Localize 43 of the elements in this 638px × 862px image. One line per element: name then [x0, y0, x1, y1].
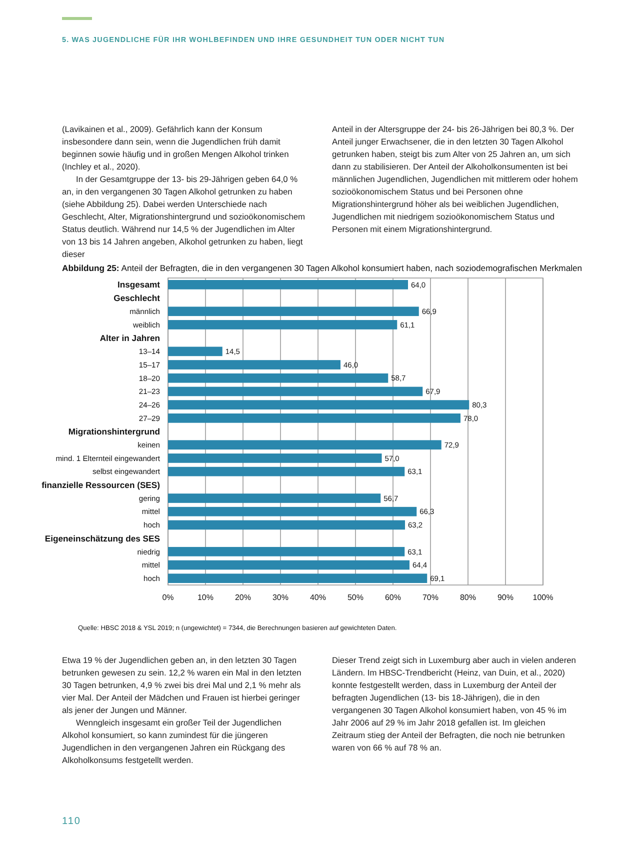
y-tick-label: Insgesamt — [117, 280, 160, 290]
x-tick-label: 60% — [384, 593, 402, 602]
bar — [168, 506, 417, 516]
bar — [168, 466, 405, 476]
y-tick-label: Migrationshintergrund — [68, 426, 160, 437]
bar — [168, 574, 428, 583]
x-tick-label: 100% — [532, 593, 554, 602]
text: Wenngleich insgesamt ein großer Teil der Jugendlichen Alkohol konsumiert, so kann zumindest für die jüngeren Jugendlichen in den vergangenen Jahren ein Rückgang des Alkoholkonsums festgetellt werden. — [62, 718, 286, 765]
bar — [168, 546, 405, 556]
bar — [168, 346, 222, 356]
text: Etwa 19 % der Jugendlichen geben an, in den letzten 30 Tagen betrunken gewesen zu sein. 12,2 % waren ein Mal in den letzten 30 Tagen betrunken, 4,9 % zwei bis drei Mal und 2,1 % mehr als vier Mal. Der Anteil der Mädchen und Frauen ist hierbei geringer als jener der Jungen und Männer. — [62, 655, 302, 715]
y-tick-label: Geschlecht — [114, 293, 160, 304]
bar — [168, 494, 381, 503]
bar — [168, 440, 442, 450]
text: (Lavikainen et al., 2009). Gefährlich kann der Konsum insbesondere dann sein, wenn die Jugendlichen früh damit beginnen sowie häufig und in großen Mengen Alkohol trinken (Inchley et al., 2020). — [62, 124, 290, 172]
x-tick-label: 50% — [347, 593, 364, 602]
x-tick-label: 10% — [197, 593, 214, 602]
bar — [168, 454, 382, 463]
bar — [168, 400, 470, 410]
bar — [168, 320, 398, 330]
bar — [168, 373, 388, 383]
text: 110 — [62, 816, 81, 827]
x-tick-label: 0% — [162, 593, 174, 602]
bar — [168, 360, 340, 370]
bar — [168, 520, 405, 530]
x-tick-label: 90% — [497, 593, 514, 602]
bar — [168, 386, 423, 396]
x-tick-label: 70% — [422, 593, 439, 602]
bar — [168, 413, 460, 423]
bar — [168, 280, 408, 290]
text: Anteil in der Altersgruppe der 24- bis 26-Jährigen bei 80,3 %. Der Anteil junger Erwachsener, die in den letzten 30 Tagen Alkohol getrunken haben, steigt bis zum Alter von 25 Jahren an, um sich dann zu stabilisieren. Der Anteil der Alkoholkonsumenten ist bei männlichen Jugendlichen, Jugendlichen mit mittlerem oder hohem sozioökonomischem Status und bei Personen ohne Migrationshintergrund höher als bei weiblichen Jugendlichen, Jugendlichen mit niedrigem sozioökonomischem Status und Personen mit einem Migrationshintergrund. — [332, 124, 578, 234]
x-tick-label: 30% — [272, 593, 289, 602]
x-tick-label: 20% — [234, 593, 252, 602]
y-tick-label: Eigeneinschätzung des SES — [44, 533, 160, 544]
x-tick-label: 40% — [310, 593, 326, 602]
y-tick-label: Alter in Jahren — [100, 333, 160, 344]
text: Dieser Trend zeigt sich in Luxemburg aber auch in vielen anderen Ländern. Im HBSC-Trendbericht (Heinz, van Duin, et al., 2020) konnte festgestellt werden, dass in Luxemburg der Anteil der befragten Jugendlichen (13- bis 18-Jährigen), die in den vergangenen 30 Tagen Alkohol konsumiert haben, von 45 % im Jahr 2006 auf 29 % im Jahr 2018 gefallen ist. Im gleichen Zeitraum stieg der Anteil der Befragten, die noch nie betrunken waren von 66 % auf 78 % an. — [331, 655, 576, 752]
bar — [168, 560, 410, 570]
y-tick-label: finanzielle Ressourcen (SES) — [42, 480, 160, 490]
x-tick-label: 80% — [460, 593, 476, 602]
text: In der Gesamtgruppe der 13- bis 29-Jährigen geben 64,0 % an, in den vergangenen 30 Tagen Alkohol getrunken zu haben (siehe Abbildung 25). Dabei werden Unterschiede nach Geschlecht, Alter, Migrationshintergrund und sozioökonomischem Status deutlich. Während nur 14,5 % der Jugendlichen im Alter von 13 bis 14 Jahren angeben, Alkohol getrunken zu haben, liegt dieser — [62, 174, 306, 259]
bar — [168, 306, 419, 316]
chart-title: Abbildung 25: Anteil der Befragten, die in den vergangenen 30 Tagen Alkohol konsumiert haben, nach soziodemografischen Merkmalen — [62, 263, 582, 273]
